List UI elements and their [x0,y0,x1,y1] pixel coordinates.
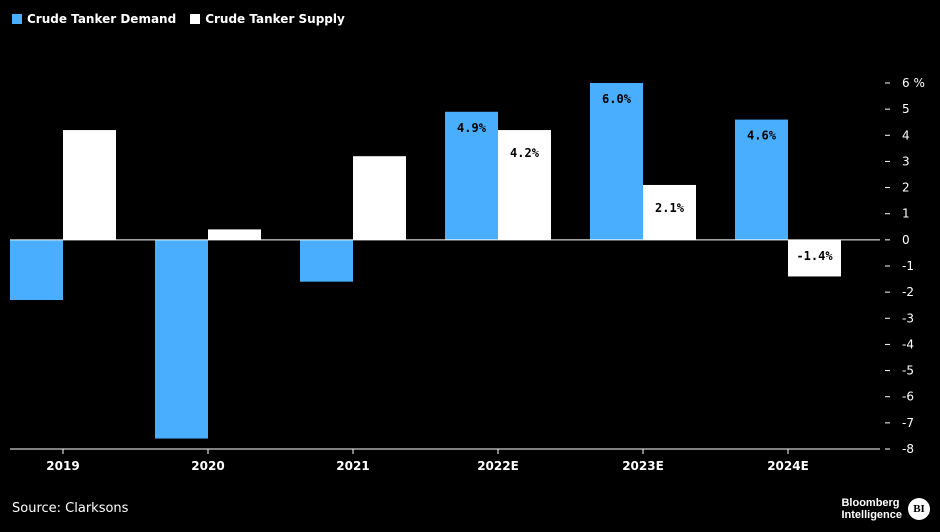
bar-supply-2023e [643,184,696,240]
bar-supply-2020 [208,229,261,240]
y-tick-label: -8 [902,442,914,456]
bar-demand-2020 [155,239,208,439]
chart-legend: Crude Tanker Demand Crude Tanker Supply [12,12,345,26]
bloomberg-intelligence-logo: Bloomberg Intelligence BI [841,497,930,521]
legend-item-demand: Crude Tanker Demand [12,12,176,26]
bar-demand-2023e [590,83,643,240]
brand-line-2: Intelligence [841,509,902,521]
data-label: 4.6% [747,129,777,143]
y-tick-label: -3 [902,311,914,325]
y-tick-label: 4 [902,128,910,142]
bar-supply-2021 [353,156,406,240]
data-label: -1.4% [796,249,833,263]
bar-demand-2019 [10,239,63,300]
y-tick-label: 6 % [902,76,925,90]
x-tick-label: 2019 [46,459,79,473]
x-tick-label: 2022E [477,459,519,473]
y-tick-label: 1 [902,207,910,221]
y-tick-label: 5 [902,102,910,116]
y-tick-label: 0 [902,233,910,247]
data-label: 4.2% [510,146,540,160]
data-label: 4.9% [457,121,487,135]
y-tick-label: -2 [902,285,914,299]
data-label: 2.1% [655,201,685,215]
brand-text: Bloomberg Intelligence [841,497,902,521]
y-tick-label: -6 [902,390,914,404]
legend-swatch-demand [12,14,22,24]
y-tick-label: -5 [902,364,914,378]
bar-demand-2021 [300,239,353,282]
x-tick-label: 2023E [622,459,664,473]
legend-item-supply: Crude Tanker Supply [190,12,345,26]
bar-supply-2019 [63,130,116,240]
y-tick-label: 3 [902,154,910,168]
bar-supply-2024e [788,239,841,277]
bi-badge-icon: BI [908,498,930,520]
y-tick-label: -1 [902,259,914,273]
y-tick-label: 2 [902,181,910,195]
source-note: Source: Clarksons [12,501,129,516]
bar-supply-2022e [498,130,551,240]
brand-line-1: Bloomberg [841,497,900,509]
y-tick-label: -7 [902,416,914,430]
legend-label-demand: Crude Tanker Demand [27,12,177,26]
y-tick-label: -4 [902,337,914,351]
x-tick-label: 2020 [191,459,224,473]
legend-swatch-supply [190,14,201,24]
x-tick-label: 2021 [336,459,369,473]
data-label: 6.0% [602,92,632,106]
x-tick-label: 2024E [767,459,809,473]
bar-demand-2022e [445,111,498,240]
bar-demand-2024e [735,119,788,240]
legend-label-supply: Crude Tanker Supply [205,12,345,26]
